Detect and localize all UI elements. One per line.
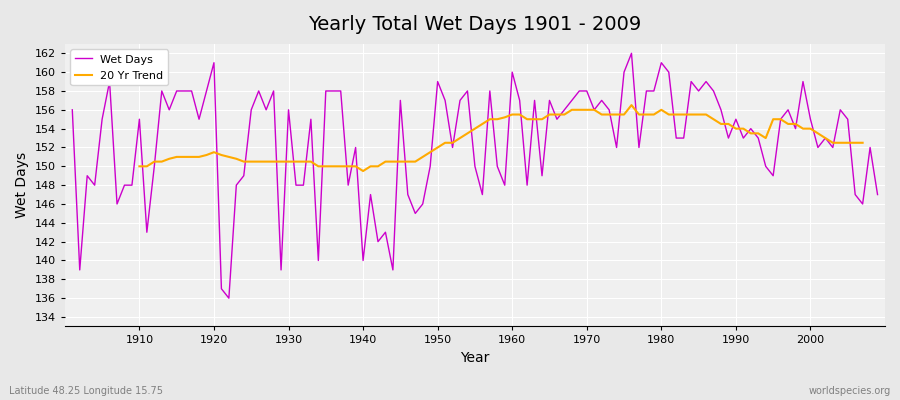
Wet Days (67, 108, 77, 112)
20 Yr Trend (194, 154, 204, 159)
Legend: Wet Days, 20 Yr Trend: Wet Days, 20 Yr Trend (70, 50, 168, 86)
Wet Days (127, 183, 138, 188)
20 Yr Trend (597, 112, 608, 117)
Title: Yearly Total Wet Days 1901 - 2009: Yearly Total Wet Days 1901 - 2009 (309, 15, 642, 34)
20 Yr Trend (357, 169, 368, 174)
Text: Latitude 48.25 Longitude 15.75: Latitude 48.25 Longitude 15.75 (9, 386, 163, 396)
Wet Days (343, 183, 354, 188)
Wet Days (223, 296, 234, 300)
Wet Days (626, 51, 637, 56)
20 Yr Trend (179, 154, 190, 159)
Wet Days (507, 70, 517, 74)
Wet Days (298, 183, 309, 188)
Wet Days (514, 98, 525, 103)
20 Yr Trend (484, 117, 495, 122)
Wet Days (604, 108, 615, 112)
Wet Days (872, 192, 883, 197)
Line: Wet Days: Wet Days (72, 53, 878, 298)
Y-axis label: Wet Days: Wet Days (15, 152, 29, 218)
Line: 20 Yr Trend: 20 Yr Trend (140, 105, 862, 171)
20 Yr Trend (626, 103, 637, 108)
X-axis label: Year: Year (460, 351, 490, 365)
20 Yr Trend (857, 140, 868, 145)
20 Yr Trend (701, 112, 712, 117)
20 Yr Trend (544, 112, 555, 117)
20 Yr Trend (134, 164, 145, 169)
Text: worldspecies.org: worldspecies.org (809, 386, 891, 396)
